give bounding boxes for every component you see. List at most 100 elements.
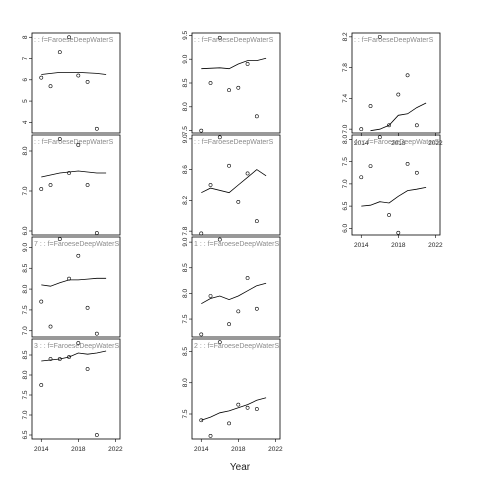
y-tick-label: 7.0 bbox=[22, 186, 29, 195]
y-tick-label: 7.0 bbox=[22, 410, 29, 419]
y-tick-label: 8.5 bbox=[182, 347, 189, 356]
y-tick-label: 8.5 bbox=[182, 78, 189, 87]
y-tick-label: 8.0 bbox=[182, 289, 189, 298]
y-tick-label: 8.5 bbox=[22, 263, 29, 272]
y-tick-label: 8.2 bbox=[342, 32, 349, 41]
data-point bbox=[217, 135, 222, 140]
data-point bbox=[48, 357, 53, 361]
y-tick-label: 9.0 bbox=[182, 54, 189, 63]
panel-frame bbox=[191, 236, 281, 338]
y-tick-label: 7.5 bbox=[182, 314, 189, 323]
panel-4: : : f=FaroeseDeepWaterS 6.0 7.0 8.0 bbox=[22, 134, 121, 236]
data-point bbox=[217, 237, 222, 242]
panel-frame bbox=[31, 134, 121, 236]
data-point bbox=[396, 92, 401, 97]
y-tick-label: 7.8 bbox=[342, 63, 349, 72]
y-tick-label: 9.0 bbox=[182, 237, 189, 246]
data-point bbox=[227, 163, 231, 168]
fit-line bbox=[201, 282, 267, 305]
data-point bbox=[94, 433, 99, 437]
data-point bbox=[76, 73, 81, 78]
y-tick-label: 7.4 bbox=[342, 93, 349, 102]
data-point bbox=[245, 276, 250, 280]
data-point bbox=[57, 137, 62, 141]
data-point bbox=[67, 171, 71, 175]
panel-title: 2 : : f=FaroeseDeepWaterS bbox=[194, 343, 279, 350]
y-tick-label: 8.2 bbox=[182, 195, 189, 204]
panel-title: 3 : : f=FaroeseDeepWaterS bbox=[34, 343, 119, 350]
y-tick-label: 8 bbox=[22, 35, 29, 39]
y-tick-label: 8.0 bbox=[22, 284, 29, 293]
data-point bbox=[245, 405, 250, 410]
panel-frame bbox=[351, 32, 441, 134]
x-tick-label: 2018 bbox=[231, 446, 246, 453]
data-point bbox=[405, 161, 410, 166]
y-tick-label: 6.0 bbox=[22, 226, 29, 235]
data-point bbox=[85, 305, 90, 310]
data-point bbox=[85, 80, 90, 84]
data-point bbox=[387, 213, 391, 217]
panel-1: : : f=FaroeseDeepWaterS 4 5 6 7 8 bbox=[22, 32, 121, 134]
data-point bbox=[199, 231, 204, 236]
data-point bbox=[368, 104, 373, 108]
fit-line bbox=[361, 187, 427, 207]
data-point bbox=[208, 81, 213, 85]
data-point bbox=[39, 75, 44, 80]
y-tick-label: 5 bbox=[22, 99, 29, 103]
y-tick-label: 8.0 bbox=[182, 102, 189, 111]
data-point bbox=[254, 306, 259, 311]
y-tick-label: 9.5 bbox=[182, 30, 189, 39]
data-point bbox=[67, 276, 71, 281]
y-tick-label: 7.5 bbox=[22, 305, 29, 314]
data-point bbox=[405, 73, 410, 78]
data-point bbox=[217, 35, 222, 40]
data-point bbox=[377, 135, 382, 140]
panel-frame bbox=[351, 134, 441, 236]
data-point bbox=[236, 402, 241, 407]
panel-3: : : f=FaroeseDeepWaterS 7.0 7.4 7.8 8.2 2014 2… bbox=[342, 32, 443, 147]
data-point bbox=[254, 219, 259, 224]
x-tick-label: 2022 bbox=[428, 140, 443, 147]
data-point bbox=[57, 237, 62, 241]
data-point bbox=[236, 85, 241, 90]
panel-frame bbox=[31, 338, 121, 440]
y-tick-label: 7.0 bbox=[342, 124, 349, 133]
y-tick-label: 8.6 bbox=[182, 165, 189, 174]
x-tick-label: 2018 bbox=[391, 242, 406, 249]
y-tick-label: 8.0 bbox=[22, 146, 29, 155]
panel-frame bbox=[31, 236, 121, 338]
data-point bbox=[76, 143, 81, 147]
data-point bbox=[208, 433, 213, 438]
data-point bbox=[94, 331, 99, 336]
y-tick-label: 8.0 bbox=[22, 370, 29, 379]
data-point bbox=[199, 418, 204, 423]
y-tick-label: 9.0 bbox=[182, 134, 189, 143]
panel-frame bbox=[31, 32, 121, 134]
data-point bbox=[377, 34, 382, 39]
data-point bbox=[414, 123, 419, 128]
x-tick-label: 2022 bbox=[428, 242, 443, 249]
x-tick-label: 2018 bbox=[71, 446, 86, 453]
fit-line bbox=[41, 350, 107, 362]
data-point bbox=[39, 299, 44, 304]
data-point bbox=[359, 127, 364, 132]
panel-frame bbox=[191, 338, 281, 440]
x-tick-label: 2014 bbox=[354, 140, 369, 147]
data-point bbox=[254, 114, 259, 119]
data-point bbox=[199, 332, 204, 337]
data-point bbox=[48, 324, 53, 329]
data-point bbox=[57, 50, 62, 55]
panel-title: 1 : : f=FaroeseDeepWaterS bbox=[194, 241, 279, 248]
panel-5: : : f=FaroeseDeepWaterS 7.8 8.2 8.6 9.0 bbox=[182, 134, 281, 236]
data-point bbox=[217, 340, 222, 345]
fit-line bbox=[370, 102, 427, 132]
y-tick-label: 7.0 bbox=[342, 179, 349, 188]
data-point bbox=[245, 62, 250, 66]
panel-title: : : f=FaroeseDeepWaterS bbox=[34, 37, 114, 44]
panel-9: 3 : : f=FaroeseDeepWaterS 6.5 7.0 7.5 8.0 8.5… bbox=[22, 338, 123, 453]
x-tick-label: 2014 bbox=[354, 242, 369, 249]
data-point bbox=[387, 123, 391, 128]
y-tick-label: 7.5 bbox=[22, 390, 29, 399]
